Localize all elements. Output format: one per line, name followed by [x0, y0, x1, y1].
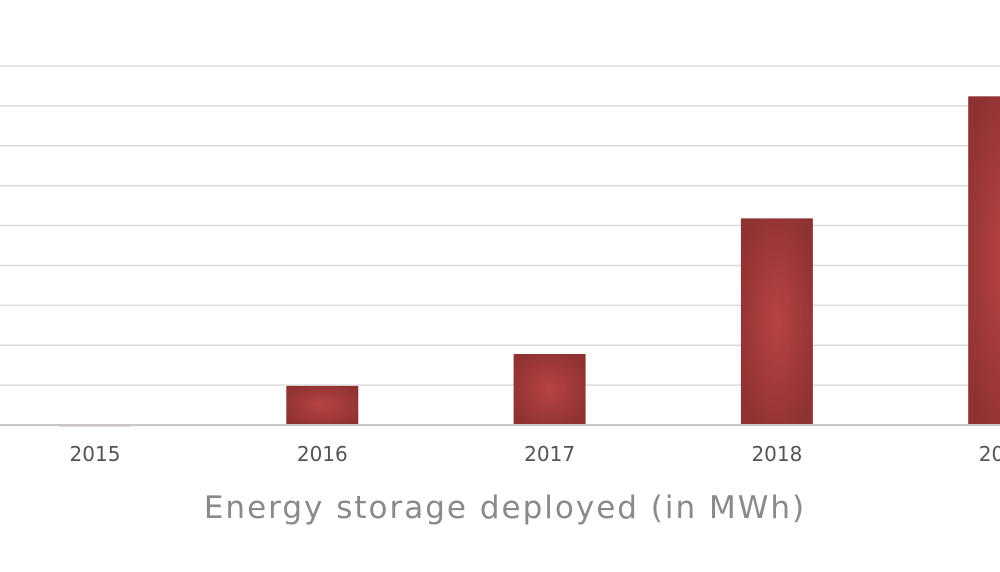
gridlines — [0, 65, 1000, 386]
bar-2018 — [740, 218, 813, 425]
bar-2017 — [513, 353, 586, 425]
chart-caption: Energy storage deployed (in MWh) — [203, 490, 807, 526]
bars — [59, 96, 1000, 427]
x-tick-label: 2015 — [70, 442, 121, 466]
x-tick-label: 2018 — [751, 442, 802, 466]
x-tick-label: 2019 — [979, 442, 1000, 466]
x-tick-label: 2017 — [524, 442, 575, 466]
x-tick-label: 2016 — [297, 442, 348, 466]
x-tick-labels: 2015 2016 2017 2018 2019 — [70, 442, 1000, 466]
bar-2016 — [286, 385, 359, 425]
bar-2019 — [968, 96, 1000, 425]
